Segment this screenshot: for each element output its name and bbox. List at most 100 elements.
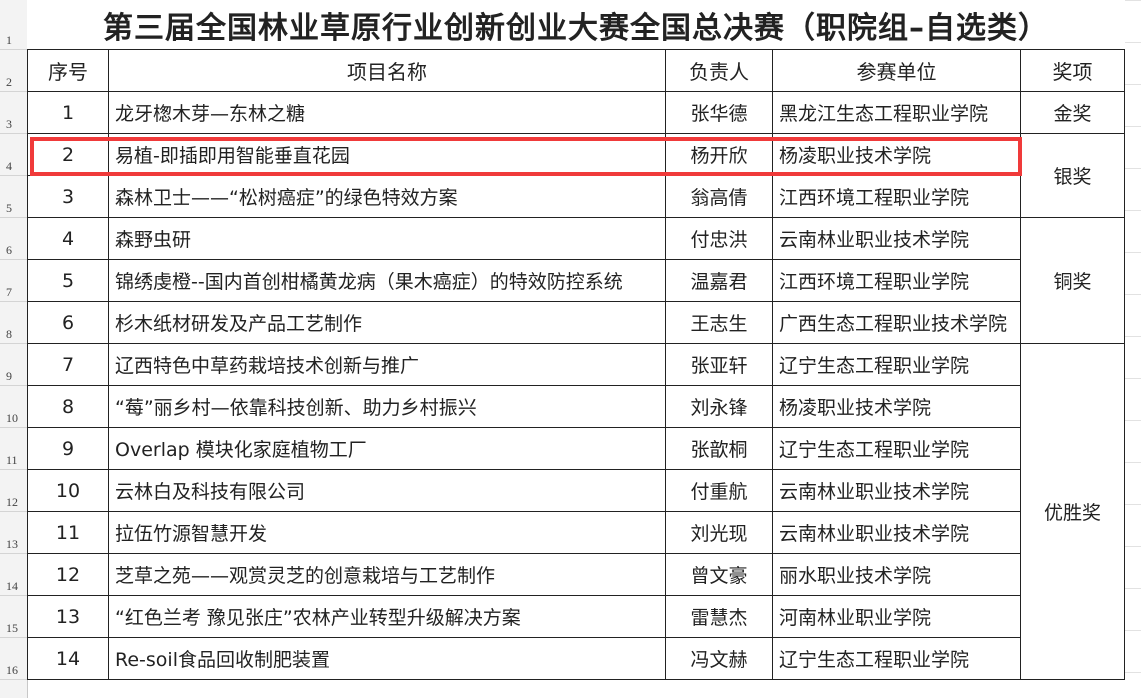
header-row: 序号 项目名称 负责人 参赛单位 奖项 bbox=[27, 49, 1125, 92]
cell-unit[interactable]: 江西环境工程职业学院 bbox=[772, 259, 1021, 302]
table-row: 4 森野虫研 付忠洪 云南林业职业技术学院 铜奖 bbox=[27, 217, 1125, 344]
cell-award[interactable]: 铜奖 bbox=[1020, 217, 1125, 344]
cell-leader[interactable]: 温嘉君 bbox=[665, 259, 773, 302]
table-row: 13 “红色兰考 豫见张庄”农林产业转型升级解决方案 雷慧杰 河南林业职业学院 bbox=[27, 595, 1125, 638]
cell-unit[interactable]: 丽水职业技术学院 bbox=[772, 553, 1021, 596]
row-number-label: 5 bbox=[6, 201, 12, 215]
row-number-label: 12 bbox=[6, 495, 18, 509]
row-number-label: 2 bbox=[6, 75, 12, 89]
row-number[interactable]: 15 bbox=[0, 596, 27, 638]
row-number-label: 15 bbox=[6, 621, 18, 635]
cell-leader[interactable]: 杨开欣 bbox=[665, 133, 773, 176]
cell-seq[interactable]: 10 bbox=[27, 469, 109, 512]
row-number[interactable]: 5 bbox=[0, 176, 27, 218]
cell-project[interactable]: 拉伍竹源智慧开发 bbox=[108, 511, 666, 554]
cell-leader[interactable]: 冯文赫 bbox=[665, 637, 773, 680]
cell-project[interactable]: 辽西特色中草药栽培技术创新与推广 bbox=[108, 343, 666, 386]
row-number[interactable]: 10 bbox=[0, 386, 27, 428]
cell-seq[interactable]: 4 bbox=[27, 217, 109, 260]
row-number[interactable]: 7 bbox=[0, 260, 27, 302]
table-row: 3 森林卫士——“松树癌症”的绿色特效方案 翁高倩 江西环境工程职业学院 bbox=[27, 175, 1125, 218]
cell-project[interactable]: 杉木纸材研发及产品工艺制作 bbox=[108, 301, 666, 344]
cell-leader[interactable]: 张华德 bbox=[665, 91, 773, 134]
cell-leader[interactable]: 付重航 bbox=[665, 469, 773, 512]
cell-seq[interactable]: 11 bbox=[27, 511, 109, 554]
cell-unit[interactable]: 黑龙江生态工程职业学院 bbox=[772, 91, 1021, 134]
header-award[interactable]: 奖项 bbox=[1020, 49, 1125, 92]
cell-unit[interactable]: 云南林业职业技术学院 bbox=[772, 511, 1021, 554]
cell-unit[interactable]: 江西环境工程职业学院 bbox=[772, 175, 1021, 218]
row-number[interactable]: 16 bbox=[0, 638, 27, 680]
cell-unit[interactable]: 河南林业职业学院 bbox=[772, 595, 1021, 638]
cell-project[interactable]: “莓”丽乡村—依靠科技创新、助力乡村振兴 bbox=[108, 385, 666, 428]
header-unit[interactable]: 参赛单位 bbox=[772, 49, 1021, 92]
cell-unit[interactable]: 云南林业职业技术学院 bbox=[772, 217, 1021, 260]
row-number[interactable]: 6 bbox=[0, 218, 27, 260]
row-number[interactable]: 12 bbox=[0, 470, 27, 512]
cell-project[interactable]: 森野虫研 bbox=[108, 217, 666, 260]
cell-leader[interactable]: 雷慧杰 bbox=[665, 595, 773, 638]
cell-leader[interactable]: 张亚轩 bbox=[665, 343, 773, 386]
cell-award[interactable]: 优胜奖 bbox=[1020, 343, 1125, 680]
cell-award[interactable]: 银奖 bbox=[1020, 133, 1125, 218]
row-number-label: 8 bbox=[6, 327, 12, 341]
row-number[interactable]: 2 bbox=[0, 50, 27, 92]
header-seq[interactable]: 序号 bbox=[27, 49, 109, 92]
cell-seq[interactable]: 2 bbox=[27, 133, 109, 176]
table-row: 6 杉木纸材研发及产品工艺制作 王志生 广西生态工程职业技术学院 bbox=[27, 301, 1125, 344]
cell-seq[interactable]: 13 bbox=[27, 595, 109, 638]
cell-unit[interactable]: 杨凌职业技术学院 bbox=[772, 133, 1021, 176]
cell-unit[interactable]: 广西生态工程职业技术学院 bbox=[772, 301, 1021, 344]
row-number[interactable]: 4 bbox=[0, 134, 27, 176]
cell-seq[interactable]: 3 bbox=[27, 175, 109, 218]
header-leader[interactable]: 负责人 bbox=[665, 49, 773, 92]
cell-project[interactable]: 云林白及科技有限公司 bbox=[108, 469, 666, 512]
cell-leader[interactable]: 张歆桐 bbox=[665, 427, 773, 470]
cell-project[interactable]: 龙牙楤木芽—东林之糖 bbox=[108, 91, 666, 134]
cell-unit[interactable]: 辽宁生态工程职业学院 bbox=[772, 343, 1021, 386]
row-number-label: 11 bbox=[6, 453, 18, 467]
cell-project[interactable]: 易植-即插即用智能垂直花园 bbox=[108, 133, 666, 176]
page-title[interactable]: 第三届全国林业草原行业创新创业大赛全国总决赛（职院组–自选类） bbox=[27, 0, 1125, 50]
cell-project[interactable]: 森林卫士——“松树癌症”的绿色特效方案 bbox=[108, 175, 666, 218]
cell-unit[interactable]: 杨凌职业技术学院 bbox=[772, 385, 1021, 428]
cell-seq[interactable]: 14 bbox=[27, 637, 109, 680]
row-number-label: 1 bbox=[6, 33, 12, 47]
cell-project[interactable]: “红色兰考 豫见张庄”农林产业转型升级解决方案 bbox=[108, 595, 666, 638]
cell-leader[interactable]: 王志生 bbox=[665, 301, 773, 344]
cell-seq[interactable]: 5 bbox=[27, 259, 109, 302]
cell-seq[interactable]: 6 bbox=[27, 301, 109, 344]
cell-seq[interactable]: 9 bbox=[27, 427, 109, 470]
row-number[interactable]: 13 bbox=[0, 512, 27, 554]
cell-project[interactable]: Re-soil食品回收制肥装置 bbox=[108, 637, 666, 680]
row-number[interactable]: 11 bbox=[0, 428, 27, 470]
cell-leader[interactable]: 翁高倩 bbox=[665, 175, 773, 218]
table-row: 10 云林白及科技有限公司 付重航 云南林业职业技术学院 bbox=[27, 469, 1125, 512]
cell-leader[interactable]: 曾文豪 bbox=[665, 553, 773, 596]
cell-unit[interactable]: 辽宁生态工程职业学院 bbox=[772, 427, 1021, 470]
row-number[interactable]: 9 bbox=[0, 344, 27, 386]
cell-project[interactable]: Overlap 模块化家庭植物工厂 bbox=[108, 427, 666, 470]
cell-leader[interactable]: 付忠洪 bbox=[665, 217, 773, 260]
table-row: 7 辽西特色中草药栽培技术创新与推广 张亚轩 辽宁生态工程职业学院 优胜奖 bbox=[27, 343, 1125, 680]
header-project[interactable]: 项目名称 bbox=[108, 49, 666, 92]
cell-leader[interactable]: 刘永锋 bbox=[665, 385, 773, 428]
cell-leader[interactable]: 刘光现 bbox=[665, 511, 773, 554]
row-number[interactable]: 3 bbox=[0, 92, 27, 134]
row-number[interactable]: 14 bbox=[0, 554, 27, 596]
row-number[interactable]: 8 bbox=[0, 302, 27, 344]
cell-project[interactable]: 锦绣虔橙--国内首创柑橘黄龙病（果木癌症）的特效防控系统 bbox=[108, 259, 666, 302]
cell-unit[interactable]: 云南林业职业技术学院 bbox=[772, 469, 1021, 512]
cell-seq[interactable]: 12 bbox=[27, 553, 109, 596]
cell-unit[interactable]: 辽宁生态工程职业学院 bbox=[772, 637, 1021, 680]
row-number-label: 3 bbox=[6, 117, 12, 131]
row-number-label: 6 bbox=[6, 243, 12, 257]
row-number[interactable]: 1 bbox=[0, 0, 27, 50]
cell-seq[interactable]: 1 bbox=[27, 91, 109, 134]
row-number-label: 9 bbox=[6, 369, 12, 383]
cell-seq[interactable]: 7 bbox=[27, 343, 109, 386]
title-row: 第三届全国林业草原行业创新创业大赛全国总决赛（职院组–自选类） bbox=[27, 0, 1125, 50]
cell-seq[interactable]: 8 bbox=[27, 385, 109, 428]
cell-award[interactable]: 金奖 bbox=[1020, 91, 1125, 134]
cell-project[interactable]: 芝草之苑——观赏灵芝的创意栽培与工艺制作 bbox=[108, 553, 666, 596]
